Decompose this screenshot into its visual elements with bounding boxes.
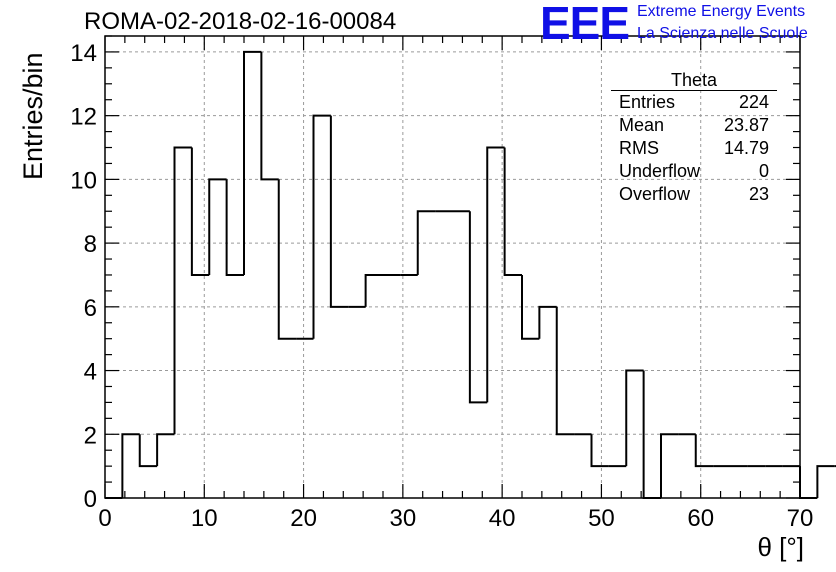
histogram-bin — [173, 146, 192, 435]
chart-title: ROMA-02-2018-02-16-00084 — [84, 8, 397, 35]
eee-logo-mark: EEE — [540, 0, 630, 49]
histogram-bin — [312, 114, 331, 339]
x-tick-label: 10 — [191, 505, 218, 532]
y-tick-label: 14 — [70, 40, 97, 67]
x-tick-label: 30 — [390, 505, 417, 532]
stats-value: 224 — [738, 92, 769, 112]
stats-value: 0 — [758, 161, 769, 181]
histogram-bin — [225, 179, 244, 276]
tick-labels: 0 10 20 30 40 50 60 70 0 2 4 6 8 10 12 14 — [70, 40, 813, 532]
histogram-bin — [625, 369, 644, 467]
stats-label: RMS — [619, 138, 659, 158]
y-tick-label: 2 — [84, 422, 97, 449]
x-tick-label: 70 — [787, 505, 814, 532]
x-tick-label: 20 — [290, 505, 317, 532]
stats-title: Theta — [611, 70, 777, 91]
x-tick-label: 60 — [687, 505, 714, 532]
histogram-bin — [277, 179, 297, 340]
histogram-bin — [590, 434, 609, 468]
histogram-bin — [538, 305, 557, 339]
histogram-bin — [416, 210, 436, 275]
y-tick-label: 12 — [70, 104, 97, 131]
x-tick-label: 40 — [489, 505, 516, 532]
histogram-bin — [364, 273, 383, 307]
y-axis-label-text: Entries/bin — [18, 52, 48, 180]
y-tick-label: 6 — [84, 295, 97, 322]
histogram-bin — [816, 465, 835, 498]
histogram-bin — [156, 433, 175, 467]
histogram-bin — [468, 211, 488, 404]
axes — [104, 35, 801, 499]
histogram-bin — [208, 178, 227, 275]
x-tick-label: 0 — [98, 505, 111, 532]
stats-row: Overflow 23 — [611, 183, 777, 206]
stats-row: RMS 14.79 — [611, 137, 777, 160]
stats-row: Mean 23.87 — [611, 114, 777, 137]
logo-line-1: Extreme Energy Events — [637, 3, 806, 20]
stats-label: Mean — [619, 115, 665, 135]
y-tick-label: 4 — [84, 359, 97, 386]
histogram-bin — [260, 51, 279, 181]
histogram-bin — [660, 433, 679, 498]
histogram-bin — [694, 434, 714, 468]
logo-line-2: La Scienza nelle Scuole — [637, 25, 808, 42]
histogram-bin — [503, 147, 522, 276]
stats-value: 23.87 — [723, 115, 769, 135]
y-tick-label: 8 — [84, 231, 97, 258]
stats-label: Entries — [619, 92, 676, 112]
y-tick-label: 10 — [70, 167, 97, 194]
histogram-bin — [243, 50, 262, 275]
histogram-bin — [121, 433, 140, 498]
plot-frame — [104, 35, 801, 499]
stats-row: Entries 224 — [611, 91, 777, 114]
histogram-bin — [486, 146, 505, 403]
histogram-bin — [521, 274, 540, 340]
stats-value: 23 — [748, 184, 769, 204]
x-tick-label: 50 — [588, 505, 615, 532]
histogram-bin — [329, 115, 349, 308]
x-axis-label: θ [°] — [757, 532, 804, 562]
histogram-bin — [799, 466, 818, 499]
histogram-bin — [138, 434, 158, 468]
stats-row: Underflow 0 — [611, 160, 777, 183]
histogram-bin — [190, 147, 210, 276]
stats-label: Underflow — [619, 161, 701, 181]
stats-label: Overflow — [619, 184, 691, 204]
y-tick-label: 0 — [84, 486, 97, 513]
stats-box: Theta Entries 224 Mean 23.87 RMS 14.79 U… — [611, 70, 777, 206]
stats-value: 14.79 — [723, 138, 769, 158]
histogram-bin — [555, 306, 575, 436]
